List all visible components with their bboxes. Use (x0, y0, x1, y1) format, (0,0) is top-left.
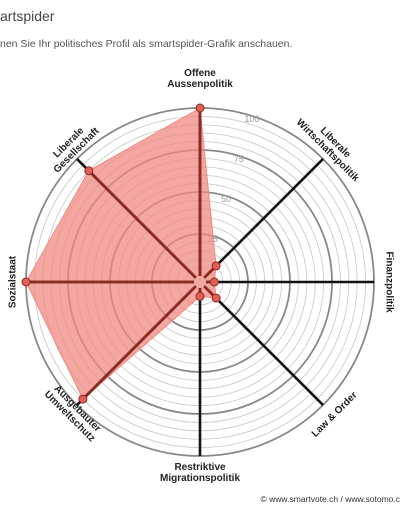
value-marker-6 (21, 277, 31, 287)
axis-label-3: Law & Order (310, 390, 360, 440)
axis-label-1: LiberaleWirtschaftspolitik (294, 109, 369, 184)
page-subtitle: nen Sie Ihr politisches Profil als smart… (0, 38, 293, 50)
smartspider-chart: 255075100 OffeneAussenpolitikLiberaleWir… (0, 60, 400, 516)
axis-label-line: Migrationspolitik (160, 473, 240, 484)
axis-label-line: Law & Order (310, 390, 360, 440)
value-marker-4 (195, 291, 205, 301)
value-marker-7 (84, 166, 94, 176)
axis-label-line: Sozialstaat (8, 255, 19, 308)
tick-label-75: 75 (234, 154, 244, 164)
value-marker-3 (211, 293, 221, 303)
page-title: artspider (0, 8, 55, 24)
axis-label-5: AusgebauterUmweltschutz (42, 381, 105, 444)
axis-label-line: Restriktive (174, 462, 226, 473)
axis-label-line: Finanzpolitik (384, 251, 395, 313)
value-marker-5 (78, 394, 88, 404)
value-marker-0 (195, 103, 205, 113)
value-marker-1 (211, 261, 221, 271)
axis-value-line-5 (81, 285, 197, 401)
axis-label-6: Sozialstaat (8, 255, 19, 308)
tick-label-50: 50 (221, 194, 231, 204)
copyright-footer: © www.smartvote.ch / www.sotomo.c (260, 494, 400, 504)
axis-label-2: Finanzpolitik (384, 251, 395, 313)
axis-line-3 (203, 285, 324, 406)
axis-value-line-7 (87, 169, 197, 279)
axis-line-1 (203, 158, 324, 279)
tick-label-100: 100 (244, 114, 259, 124)
axis-label-4: Restriktive Migrationspolitik (160, 462, 240, 484)
axis-label-0: Offene Aussenpolitik (167, 68, 233, 90)
axis-label-line: Aussenpolitik (167, 79, 233, 90)
axis-label-line: Offene (184, 68, 216, 79)
value-marker-2 (209, 277, 219, 287)
